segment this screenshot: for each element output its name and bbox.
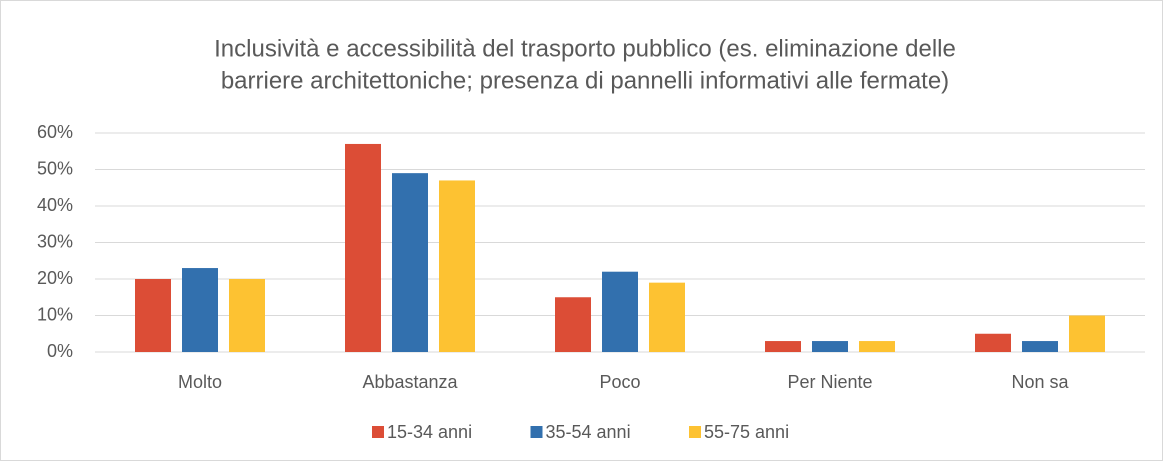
legend-swatch <box>530 426 543 438</box>
y-tick-label: 10% <box>37 304 73 324</box>
bar <box>182 268 218 352</box>
x-tick-label: Abbastanza <box>362 372 458 392</box>
x-tick-label: Molto <box>178 372 222 392</box>
x-tick-label: Per Niente <box>787 372 872 392</box>
bar <box>1069 315 1105 352</box>
bar <box>859 341 895 352</box>
bar <box>229 279 265 352</box>
legend-label: 55-75 anni <box>704 422 789 442</box>
bar <box>812 341 848 352</box>
bar <box>1022 341 1058 352</box>
chart-title: Inclusività e accessibilità del trasport… <box>214 35 956 62</box>
legend-swatch <box>372 426 384 438</box>
bar <box>345 143 381 352</box>
bar <box>975 333 1011 352</box>
legend-label: 15-34 anni <box>387 422 472 442</box>
bar <box>135 279 171 352</box>
x-tick-label: Non sa <box>1011 372 1069 392</box>
x-tick-label: Poco <box>599 372 640 392</box>
bar <box>649 282 685 352</box>
legend-label: 35-54 anni <box>546 422 631 442</box>
y-tick-label: 30% <box>37 231 73 251</box>
chart-title: barriere architettoniche; presenza di pa… <box>221 67 949 94</box>
bar <box>392 173 428 352</box>
bar <box>765 341 801 352</box>
y-tick-label: 60% <box>37 122 73 142</box>
y-tick-label: 20% <box>37 268 73 288</box>
y-tick-label: 40% <box>37 195 73 215</box>
legend-swatch <box>689 426 701 438</box>
y-tick-label: 50% <box>37 158 73 178</box>
bar <box>555 297 591 352</box>
y-tick-label: 0% <box>47 341 73 361</box>
bar <box>439 180 475 352</box>
bar <box>602 271 638 352</box>
